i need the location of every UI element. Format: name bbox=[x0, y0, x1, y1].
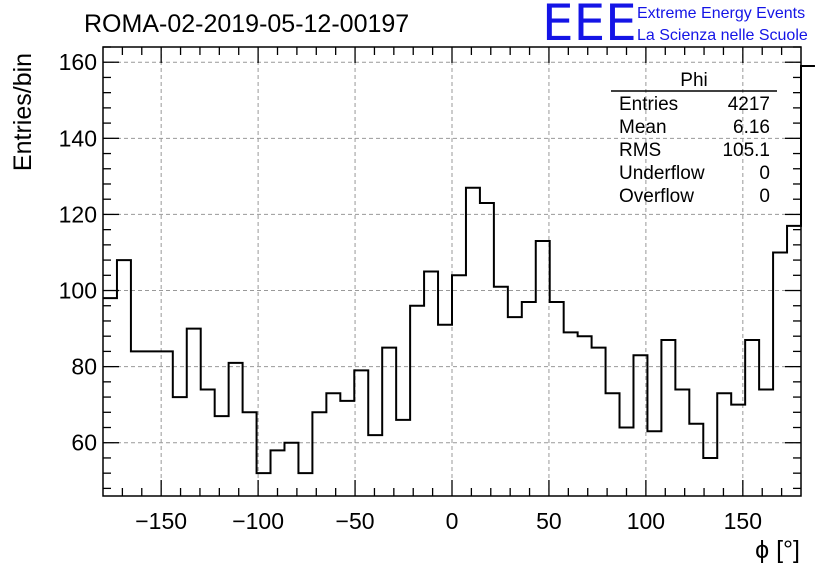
x-tick-label: 150 bbox=[724, 508, 762, 534]
y-axis-label: Entries/bin bbox=[9, 53, 37, 171]
eee-logo: EEE Extreme Energy Events La Scienza nel… bbox=[542, 0, 808, 52]
chart-title: ROMA-02-2019-05-12-00197 bbox=[84, 10, 409, 38]
logo-line-2: La Scienza nelle Scuole bbox=[637, 27, 808, 44]
x-tick-label: −150 bbox=[135, 508, 187, 534]
grid bbox=[103, 47, 801, 496]
stats-row-label: Entries bbox=[619, 94, 678, 115]
x-tick-label: −50 bbox=[336, 508, 375, 534]
stats-row-label: Underflow bbox=[619, 163, 705, 184]
stats-row-value: 4217 bbox=[728, 94, 770, 115]
x-tick-label: 100 bbox=[627, 508, 665, 534]
x-tick-label: −100 bbox=[232, 508, 284, 534]
y-tick-label: 60 bbox=[71, 430, 97, 456]
stats-row-label: Overflow bbox=[619, 186, 694, 207]
y-tick-label: 100 bbox=[59, 278, 97, 304]
y-tick-label: 160 bbox=[59, 49, 97, 75]
stats-box: Phi Entries 4217 Mean 6.16 RMS 105.1 Underflow… bbox=[611, 70, 777, 207]
x-axis-label: ϕ [°] bbox=[755, 536, 800, 564]
histogram-outline bbox=[103, 65, 815, 475]
stats-row-value: 6.16 bbox=[733, 117, 770, 138]
logo-line-1: Extreme Energy Events bbox=[637, 5, 805, 22]
y-tick-label: 140 bbox=[59, 125, 97, 151]
stats-row-value: 0 bbox=[759, 163, 770, 184]
stats-title: Phi bbox=[680, 70, 707, 91]
stats-row-label: RMS bbox=[619, 140, 661, 161]
axes: −150 −100 −50 0 50 100 150 60 80 100 120 140 160 bbox=[59, 46, 802, 534]
y-tick-label: 80 bbox=[71, 354, 97, 380]
x-tick-label: 0 bbox=[446, 508, 459, 534]
eee-logo-mark: EEE bbox=[542, 0, 637, 52]
x-tick-label: 50 bbox=[536, 508, 562, 534]
stats-row-value: 0 bbox=[759, 186, 770, 207]
y-tick-label: 120 bbox=[59, 201, 97, 227]
stats-row-label: Mean bbox=[619, 117, 667, 138]
stats-row-value: 105.1 bbox=[722, 140, 770, 161]
